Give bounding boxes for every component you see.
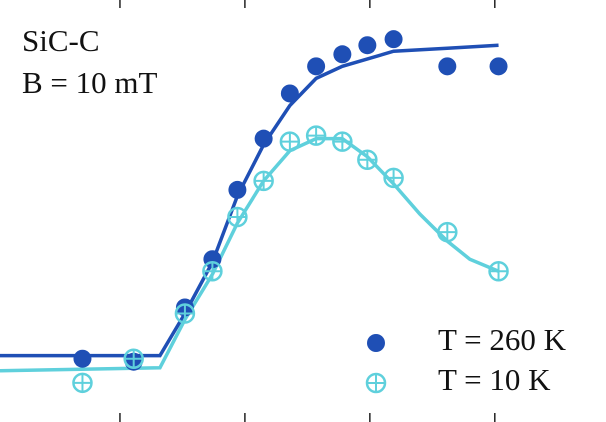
point-cross (384, 168, 403, 187)
point (72, 372, 93, 394)
point (358, 36, 377, 55)
point (332, 131, 353, 152)
point (174, 303, 196, 324)
point (365, 372, 387, 394)
point (279, 131, 301, 152)
point-cross (438, 223, 457, 242)
point (437, 221, 458, 243)
point (280, 84, 299, 103)
point-cross (228, 208, 247, 227)
point (488, 261, 509, 282)
point-cross (333, 132, 352, 151)
point (305, 125, 327, 146)
point (384, 30, 403, 49)
point-cross (254, 171, 273, 190)
point (307, 57, 326, 76)
point-cross (367, 374, 385, 392)
point (73, 349, 92, 368)
point (228, 180, 247, 199)
point-cross (175, 304, 194, 323)
point (383, 167, 404, 189)
point-cross (73, 373, 92, 392)
point-cross (203, 262, 222, 281)
point (438, 57, 457, 76)
point (357, 149, 378, 171)
legend-label: T = 10 K (438, 362, 551, 397)
point (367, 334, 385, 352)
annotation: B = 10 mT (22, 65, 158, 100)
point (253, 170, 274, 192)
point (227, 206, 248, 228)
point (333, 45, 352, 64)
point-cross (358, 150, 377, 169)
point (123, 348, 144, 369)
annotation: SiC-C (22, 23, 100, 58)
point (489, 57, 508, 76)
point (254, 129, 273, 148)
point-cross (280, 132, 299, 151)
point-cross (307, 126, 326, 145)
point-cross (489, 262, 508, 281)
legend-label: T = 260 K (438, 322, 567, 357)
point-cross (124, 349, 143, 368)
point (202, 261, 223, 282)
